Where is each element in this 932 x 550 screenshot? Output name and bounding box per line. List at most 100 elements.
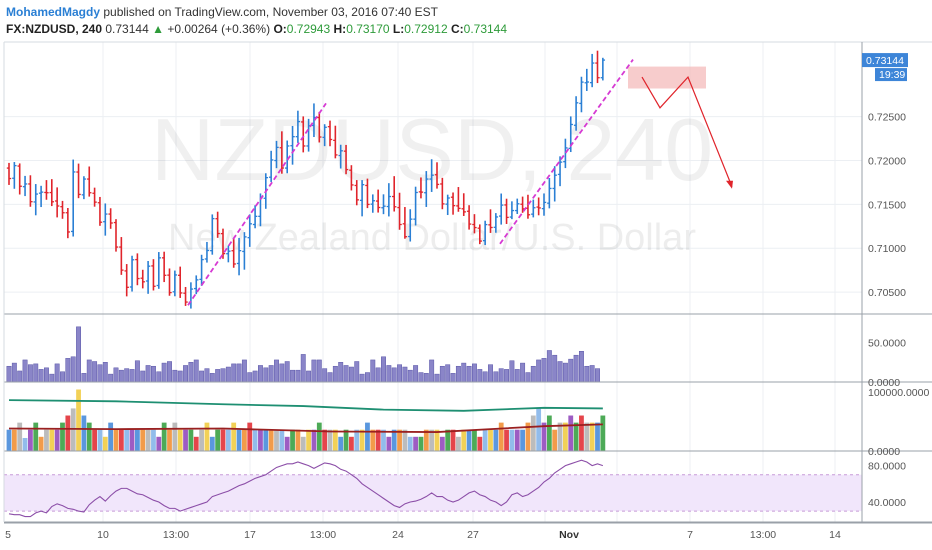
volume-bar [300, 354, 306, 383]
volume-bar [22, 359, 28, 383]
ohlc-bar [509, 201, 515, 220]
ohlc-bar [49, 179, 54, 207]
resistance-zone [628, 66, 706, 89]
price-pane[interactable] [6, 50, 606, 309]
ohlc-bar [301, 116, 306, 153]
ohlc-bar [488, 209, 493, 233]
indicator-bar [595, 422, 600, 451]
countdown-box [875, 68, 907, 82]
indicator-bar [370, 429, 376, 451]
indicator-bar [6, 429, 12, 451]
indicator-bar [407, 436, 413, 451]
indicator-pane[interactable] [6, 389, 606, 451]
ohlc-bar [113, 219, 119, 252]
author-link[interactable]: MohamedMagdy [6, 5, 101, 19]
indicator-bar [156, 436, 162, 451]
indicator-bar [466, 429, 472, 451]
volume-bar [365, 372, 370, 383]
volume-bar [562, 362, 568, 383]
volume-bar [76, 326, 81, 383]
indicator-bar [225, 429, 231, 451]
indicator-bar [349, 436, 354, 451]
volume-bar [241, 359, 247, 383]
volume-bar [327, 372, 333, 383]
volume-bar [589, 365, 595, 383]
volume-bar [167, 361, 172, 383]
volume-bar [247, 372, 253, 383]
ohlc-bar [552, 166, 557, 202]
volume-axis-tick: 50.0000 [868, 338, 906, 350]
indicator-bar [247, 422, 253, 451]
indicator-bar [124, 429, 130, 451]
indicator-bar [188, 429, 194, 451]
volume-bar [188, 362, 194, 383]
ohlc-bar [108, 208, 113, 229]
ohlc-bar [124, 264, 129, 297]
indicator-bar [541, 422, 547, 451]
indicator-bar [209, 436, 215, 451]
last-price-box [862, 53, 908, 68]
volume-bar [92, 361, 98, 383]
ohlc-bar [28, 175, 33, 207]
indicator-bar [439, 436, 445, 451]
symbol-label[interactable]: FX:NZDUSD, 240 [6, 22, 103, 36]
ohlc-bar [461, 193, 466, 216]
price-axis-tick: 0.70500 [868, 287, 906, 299]
volume-bar [263, 367, 269, 383]
rsi-pane[interactable] [4, 459, 862, 518]
indicator-bar [359, 429, 365, 451]
volume-bar [348, 366, 354, 383]
volume-bar [579, 351, 584, 383]
ohlc-bar [482, 220, 488, 246]
indicator-axis-tick: 0.0000 [868, 446, 900, 458]
volume-bar [11, 362, 17, 383]
price-axis-tick: 0.71500 [868, 199, 906, 211]
indicator-bar [204, 422, 210, 451]
indicator-bar [97, 429, 103, 451]
volume-bar [381, 356, 386, 383]
indicator-bar [263, 429, 269, 451]
rsi-axis-tick: 80.0000 [868, 461, 906, 473]
indicator-bar [65, 415, 71, 451]
volume-bar [70, 356, 76, 383]
indicator-bar [54, 429, 60, 451]
open-value: 0.72943 [286, 22, 331, 36]
volume-bar [541, 358, 547, 383]
last-price-label: 0.73144 [866, 55, 904, 67]
ohlc-bar [440, 177, 445, 210]
indicator-bar [129, 429, 135, 451]
drawings-layer [187, 59, 733, 306]
ohlc-line: FX:NZDUSD, 240 0.73144 ▲ +0.00264 (+0.36… [6, 21, 507, 38]
x-axis-tick: Nov [559, 529, 579, 541]
symbol-watermark: NZDUSD, 240 New Zealand Dollar/U.S. Doll… [151, 100, 713, 259]
volume-bar [514, 369, 520, 383]
ohlc-bar [477, 224, 482, 245]
indicator-bar [493, 429, 499, 451]
ohlc-bar [38, 185, 44, 208]
volume-bar [455, 365, 461, 383]
indicator-bar [509, 429, 515, 451]
ohlc-bar [156, 252, 161, 289]
ohlc-bar [81, 176, 87, 200]
ohlc-bar [54, 187, 60, 218]
indicator-bar [536, 408, 542, 451]
ohlc-bar [327, 120, 333, 147]
ohlc-bar [408, 209, 413, 242]
volume-bar [17, 370, 23, 383]
volume-bar [151, 365, 156, 383]
ohlc-bar [573, 96, 579, 131]
up-arrow-icon: ▲ [152, 22, 164, 36]
volume-bar [316, 359, 322, 383]
x-axis-tick: 5 [5, 529, 11, 541]
volume-bar [429, 359, 435, 383]
indicator-bar [11, 429, 17, 451]
volume-bar [215, 369, 221, 383]
close-label: C: [450, 22, 464, 36]
indicator-bar [177, 429, 183, 451]
volume-axis-tick: 0.0000 [868, 377, 900, 389]
volume-bar [65, 358, 71, 383]
x-axis-tick: 17 [244, 529, 256, 541]
projection-path [641, 75, 733, 187]
ohlc-bar [424, 171, 429, 207]
